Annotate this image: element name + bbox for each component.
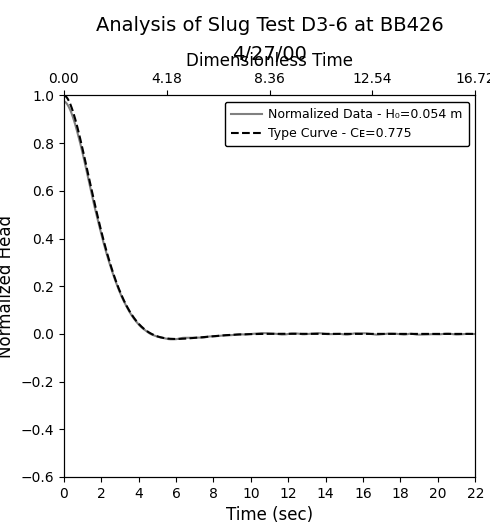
Normalized Data - H₀=0.054 m xyxy=(61,98,67,104)
Normalized Data - H₀=0.054 m xyxy=(461,331,466,337)
Type Curve - Cᴇ=0.775 xyxy=(82,155,88,162)
Type Curve - Cᴇ=0.775 xyxy=(385,331,391,337)
Type Curve - Cᴇ=0.775 xyxy=(250,331,256,337)
Normalized Data - H₀=0.054 m xyxy=(170,336,175,342)
Normalized Data - H₀=0.054 m xyxy=(385,330,391,337)
Type Curve - Cᴇ=0.775 xyxy=(461,331,466,337)
Line: Type Curve - Cᴇ=0.775: Type Curve - Cᴇ=0.775 xyxy=(64,95,475,339)
Text: 4/27/00: 4/27/00 xyxy=(232,45,307,64)
Type Curve - Cᴇ=0.775 xyxy=(173,336,179,342)
X-axis label: Time (sec): Time (sec) xyxy=(226,506,313,524)
Normalized Data - H₀=0.054 m xyxy=(461,331,466,337)
Text: Analysis of Slug Test D3-6 at BB426: Analysis of Slug Test D3-6 at BB426 xyxy=(96,16,443,35)
Legend: Normalized Data - H₀=0.054 m, Type Curve - Cᴇ=0.775: Normalized Data - H₀=0.054 m, Type Curve… xyxy=(225,102,469,146)
Normalized Data - H₀=0.054 m xyxy=(82,159,88,165)
Normalized Data - H₀=0.054 m xyxy=(250,331,256,337)
Line: Normalized Data - H₀=0.054 m: Normalized Data - H₀=0.054 m xyxy=(64,101,475,339)
Type Curve - Cᴇ=0.775 xyxy=(472,331,478,337)
Normalized Data - H₀=0.054 m xyxy=(261,330,267,337)
X-axis label: Dimensionless Time: Dimensionless Time xyxy=(186,52,353,70)
Y-axis label: Normalized Head: Normalized Head xyxy=(0,215,15,358)
Type Curve - Cᴇ=0.775 xyxy=(261,331,267,337)
Normalized Data - H₀=0.054 m xyxy=(472,331,478,337)
Type Curve - Cᴇ=0.775 xyxy=(61,92,67,99)
Type Curve - Cᴇ=0.775 xyxy=(461,331,466,337)
